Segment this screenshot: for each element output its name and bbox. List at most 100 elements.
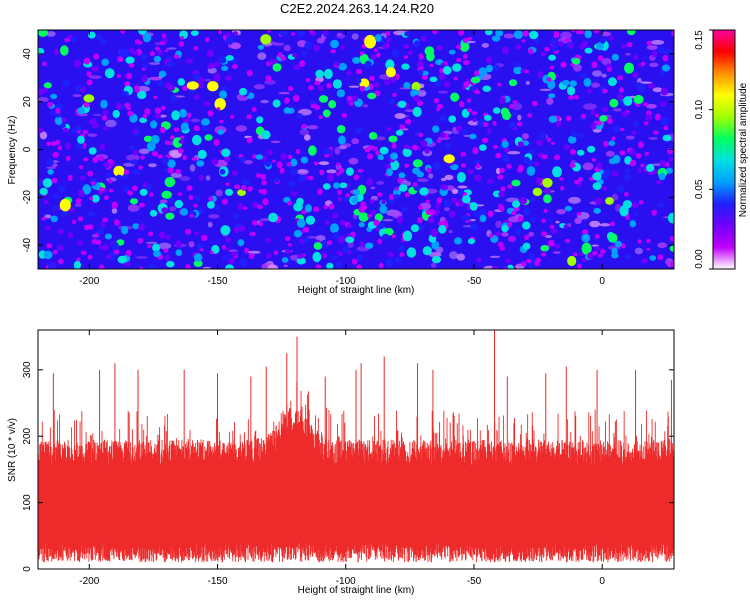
spectrogram-cell (392, 92, 397, 97)
spectrogram-cell (173, 54, 180, 59)
spectrogram-cell (213, 61, 220, 68)
spectrogram-cell (403, 44, 410, 49)
spectrogram-cell (123, 169, 130, 175)
spectrogram-cell (287, 200, 293, 206)
spectrogram-cell (469, 202, 478, 211)
spectrogram-cell (91, 65, 99, 73)
spectrogram-cell (75, 198, 82, 205)
spectrogram-cell (521, 39, 526, 43)
spectrogram-cell (433, 97, 440, 104)
spectrogram-cell (500, 186, 506, 192)
spectrogram-cell (521, 261, 527, 267)
spectrogram-cell (148, 192, 154, 197)
spectrogram-cell (543, 208, 548, 213)
spectrogram-cell (340, 45, 345, 50)
spectrogram-cell (555, 120, 562, 127)
spectrogram-cell (617, 75, 624, 81)
spectrogram-cell (660, 87, 669, 96)
spectrogram-cell (318, 95, 329, 103)
spectrogram-wisp (278, 91, 290, 95)
spectrogram-cell (196, 160, 205, 167)
spectrogram-cell (469, 224, 478, 231)
spectrogram-cell (402, 230, 413, 242)
spectrogram-cell (607, 77, 617, 87)
spectrogram-cell (528, 252, 535, 260)
spectrogram-cell (637, 167, 642, 174)
spectrogram-wisp (428, 252, 442, 258)
spectrogram-wisp (495, 220, 502, 229)
spectrogram-cell (317, 85, 324, 92)
spectrogram-cell (594, 246, 600, 251)
spectrogram-wisp (552, 251, 561, 254)
spectrogram-cell (375, 150, 380, 156)
spectrogram-cell (354, 127, 363, 135)
spectrogram-cell (333, 182, 341, 189)
spectrogram-cell (356, 264, 362, 269)
spectrogram-cell (47, 169, 54, 175)
spectrogram-cell (633, 121, 640, 128)
spectrogram-cell (549, 224, 555, 229)
spectrogram-cell (458, 101, 465, 108)
spectrogram-cell (602, 107, 609, 113)
spectrogram-cell (153, 250, 161, 258)
spectrogram-cell (186, 58, 193, 64)
spectrogram-cell (58, 185, 66, 194)
spectrogram-cell (448, 115, 457, 123)
spectrogram-cell (151, 134, 160, 144)
spectrogram-cell (42, 87, 48, 93)
spectrogram-cell (57, 145, 63, 151)
spectrogram-cell (260, 34, 272, 45)
spectrogram-cell (568, 95, 575, 100)
spectrogram-wisp (568, 196, 581, 204)
spectrogram-cell (225, 237, 232, 243)
spectrogram-cell (221, 86, 228, 91)
spectrogram-cell (503, 265, 509, 269)
spectrogram-cell (619, 127, 625, 132)
spectrogram-cell (513, 61, 521, 68)
spectrogram-cell (499, 167, 505, 173)
spectrogram-wisp (306, 236, 318, 239)
spectrogram-cell (292, 53, 298, 58)
spectrogram-cell (442, 220, 449, 226)
spectrogram-cell (115, 102, 123, 110)
spectrogram-cell (474, 174, 482, 182)
spectrogram-cell (633, 94, 644, 104)
spectrogram-cell (194, 231, 200, 236)
spectrogram-cell (154, 113, 162, 119)
spectrogram-cell (418, 132, 424, 138)
spectrogram-cell (297, 175, 306, 182)
snr-y-axis-label: SNR (10 * v/v) (7, 418, 18, 482)
spectrogram-cell (514, 227, 522, 235)
x-tick-label: 0 (599, 576, 605, 587)
spectrogram-cell (170, 95, 177, 103)
spectrogram-cell (159, 126, 166, 134)
spectrogram-cell (412, 159, 423, 168)
spectrogram-cell (272, 99, 281, 108)
spectrogram-cell (188, 194, 194, 201)
spectrogram-cell (129, 145, 136, 150)
spectrogram-wisp (243, 160, 253, 165)
spectrogram-wisp (583, 103, 597, 110)
spectrogram-cell (376, 52, 381, 58)
spectrogram-cell (148, 231, 154, 237)
spectrogram-cell (576, 149, 585, 156)
spectrogram-cell (136, 90, 147, 100)
spectrogram-cell (638, 141, 644, 149)
spectrogram-cell (581, 257, 588, 263)
spectrogram-cell (459, 42, 470, 52)
spectrogram-cell (132, 129, 139, 134)
spectrogram-cell (646, 40, 652, 46)
spectrogram-cell (251, 106, 257, 112)
spectrogram-cell (364, 34, 376, 49)
spectrogram-cell (71, 128, 78, 134)
spectrogram-cell (38, 178, 43, 187)
spectrogram-cell (91, 194, 100, 203)
spectrogram-cell (177, 148, 184, 154)
spectrogram-cell (164, 49, 169, 52)
snr-core-band (38, 476, 674, 526)
spectrogram-wisp (417, 90, 427, 97)
spectrogram-cell (601, 186, 608, 192)
spectrogram-cell (438, 221, 444, 226)
spectrogram-cell (334, 61, 340, 67)
spectrogram-cell (326, 240, 333, 246)
